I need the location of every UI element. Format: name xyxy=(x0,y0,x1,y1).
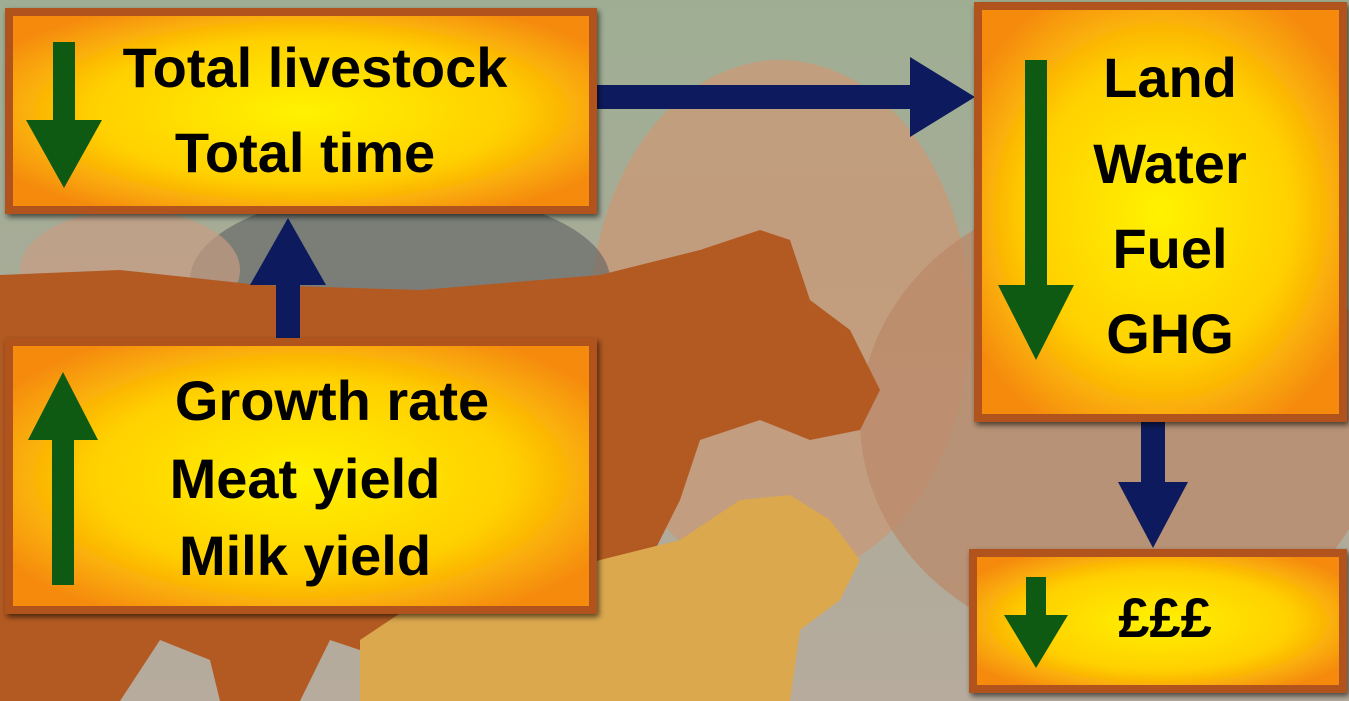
node-text: Total livestock xyxy=(123,36,509,99)
node-text: Growth rate xyxy=(175,369,489,432)
node-text: Total time xyxy=(175,121,435,184)
node-text: Water xyxy=(1093,132,1247,195)
node-text: Meat yield xyxy=(170,447,441,510)
node-text: Milk yield xyxy=(179,524,431,587)
trend-arrow xyxy=(26,42,1074,668)
box xyxy=(5,338,597,614)
node-text: Land xyxy=(1103,46,1237,109)
sheep-silhouette xyxy=(360,495,860,701)
node-text: £££ xyxy=(1118,586,1211,649)
node-text: GHG xyxy=(1106,302,1234,365)
node-text: Fuel xyxy=(1112,217,1227,280)
box xyxy=(5,8,597,214)
connector xyxy=(250,57,1188,548)
